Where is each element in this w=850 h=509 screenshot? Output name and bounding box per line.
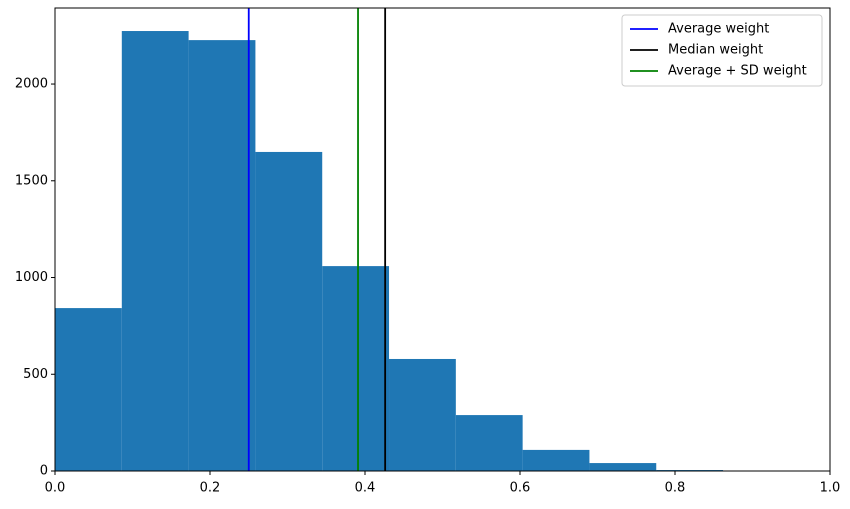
x-tick-label: 0.4 <box>355 481 376 496</box>
bar <box>121 31 189 472</box>
x-tick-label: 0.2 <box>200 481 221 496</box>
y-tick-label: 500 <box>23 367 48 382</box>
x-tick-label: 0.8 <box>665 481 686 496</box>
legend-label: Median weight <box>668 43 763 58</box>
x-tick-label: 1.0 <box>820 481 841 496</box>
axes-frame <box>54 7 831 472</box>
y-tick-label: 2000 <box>15 77 48 92</box>
legend-label: Average + SD weight <box>668 64 807 79</box>
x-tick-label: 0.6 <box>510 481 531 496</box>
y-tick-label: 1500 <box>15 173 48 188</box>
legend-box <box>621 14 823 87</box>
bar <box>255 151 323 471</box>
bar <box>522 449 590 471</box>
legend-label: Average weight <box>668 22 769 37</box>
y-tick-label: 1000 <box>15 270 48 285</box>
x-tick-label: 0.0 <box>45 481 66 496</box>
bar <box>322 266 390 471</box>
bar <box>389 358 456 471</box>
bar <box>455 415 523 471</box>
bar <box>188 40 256 471</box>
bar <box>589 463 657 471</box>
y-tick-label: 0 <box>40 464 48 479</box>
bar <box>55 308 122 471</box>
